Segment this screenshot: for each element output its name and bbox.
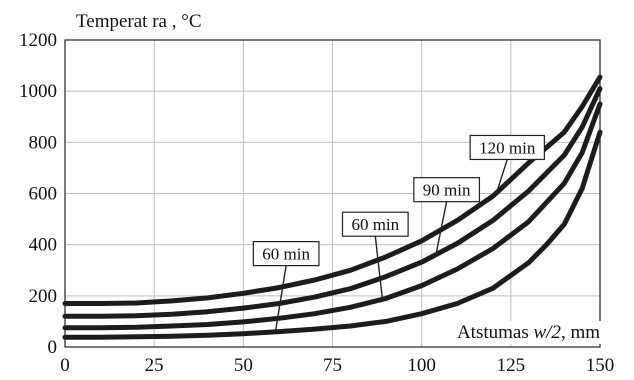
callout-leader — [435, 201, 448, 255]
x-axis-title-suffix: , mm — [561, 322, 600, 343]
callout-box — [413, 177, 481, 203]
y-tick-label: 1200 — [19, 30, 57, 51]
y-tick-label: 400 — [29, 235, 58, 256]
callout-box — [469, 134, 545, 161]
y-tick-label: 0 — [48, 337, 58, 358]
x-tick-label: 125 — [497, 355, 526, 376]
x-tick-label: 25 — [145, 355, 164, 376]
callout-label: 60 min — [351, 215, 399, 234]
callout-leader — [495, 159, 508, 193]
callout-label: 60 min — [262, 245, 310, 264]
tick-labels: 0 25 50 75 100 125 150 0 200 400 600 800 1000 1200 — [19, 30, 614, 376]
x-tick-label: 50 — [234, 355, 253, 376]
x-tick-label: 100 — [407, 355, 436, 376]
y-tick-label: 600 — [29, 184, 58, 205]
x-tick-label: 150 — [586, 355, 615, 376]
callout-leader — [274, 265, 287, 332]
x-tick-label: 0 — [60, 355, 70, 376]
callout-label: 120 min — [479, 138, 536, 157]
x-axis-title-prefix: Atstumas — [457, 322, 534, 343]
series-line — [62, 86, 603, 319]
callout-box — [252, 241, 320, 267]
x-tick-label: 75 — [323, 355, 342, 376]
series-line — [62, 101, 603, 331]
callout-leader — [374, 236, 384, 300]
x-axis-title: Atstumas w/2, mm — [457, 322, 600, 343]
callout-box — [341, 211, 409, 237]
plot-frame — [64, 39, 601, 348]
series-line — [62, 129, 603, 340]
y-axis-title: Temperat ra , °C — [76, 11, 202, 32]
y-tick-label: 1000 — [19, 81, 57, 102]
x-axis-title-background — [452, 321, 603, 344]
x-axis-title-group: Atstumas w/2, mm — [452, 321, 603, 344]
y-tick-label: 800 — [29, 132, 58, 153]
y-tick-label: 200 — [29, 286, 58, 307]
x-axis-title-variable: w/2 — [533, 322, 561, 343]
callouts: 120 min 90 min 60 min 60 min — [252, 134, 545, 332]
callout-label: 90 min — [423, 181, 471, 200]
